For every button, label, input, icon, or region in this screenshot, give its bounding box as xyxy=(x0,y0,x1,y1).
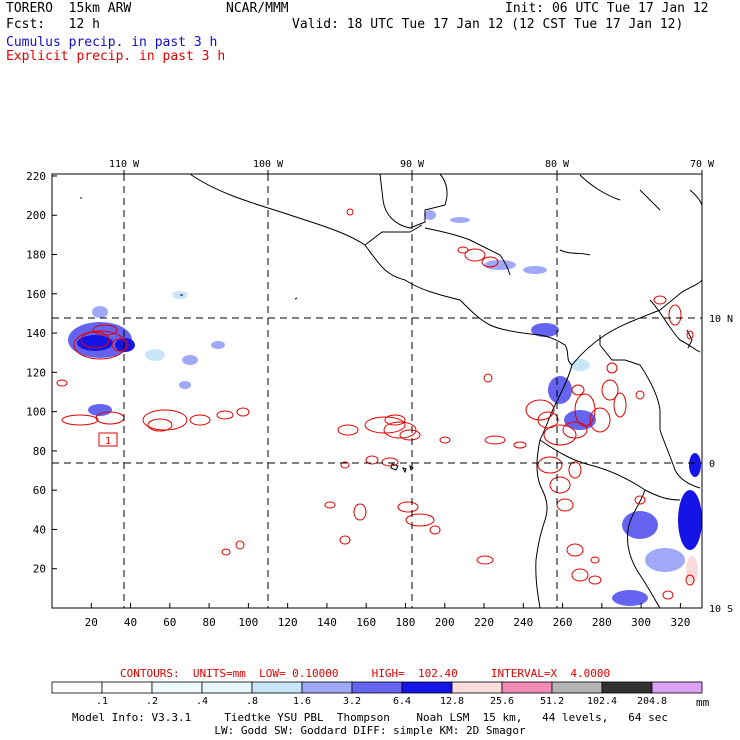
colorbar-label: .2 xyxy=(145,696,159,707)
x-tick-label: 20 xyxy=(85,616,98,629)
colorbar-swatch xyxy=(301,681,353,694)
org-label: NCAR/MMM xyxy=(226,1,289,16)
y-tick-labels: 220 200 180 160 140 120 100 80 60 40 20 xyxy=(26,170,46,576)
colorbar-swatch xyxy=(651,681,703,694)
x-tick-label: 100 xyxy=(238,616,258,629)
map-frame-bg xyxy=(52,174,702,608)
y-tick-label: 60 xyxy=(33,484,46,497)
colorbar-label: .8 xyxy=(245,696,259,707)
lon-label: 90 W xyxy=(400,159,425,170)
field-explicit-label: Explicit precip. in past 3 h xyxy=(6,49,226,64)
colorbar-label: 1.6 xyxy=(292,696,312,707)
init-time: Init: 06 UTC Tue 17 Jan 12 xyxy=(505,1,709,16)
colorbar-swatch xyxy=(351,681,403,694)
colorbar-swatch xyxy=(451,681,503,694)
x-tick-label: 300 xyxy=(631,616,651,629)
contour-info: CONTOURS: UNITS=mm LOW= 0.10000 HIGH= 10… xyxy=(120,667,611,680)
x-tick-label: 140 xyxy=(317,616,337,629)
axis-ticks xyxy=(52,175,681,608)
y-tick-label: 100 xyxy=(26,406,46,419)
colorbar-units: mm xyxy=(696,696,710,709)
colorbar-label: 102.4 xyxy=(586,696,618,707)
colorbar-label: .4 xyxy=(195,696,209,707)
colorbar-swatch xyxy=(601,681,653,694)
lon-label: 100 W xyxy=(253,159,284,170)
y-tick-label: 40 xyxy=(33,523,46,536)
x-tick-label: 280 xyxy=(592,616,612,629)
model-title: TORERO 15km ARW xyxy=(6,1,132,16)
coastlines xyxy=(80,173,703,609)
lat-label: 10 S xyxy=(709,604,733,615)
colorbar-label: 12.8 xyxy=(439,696,465,707)
x-tick-label: 260 xyxy=(553,616,573,629)
valid-time: Valid: 18 UTC Tue 17 Jan 12 (12 CST Tue … xyxy=(292,17,684,32)
lat-label: 10 N xyxy=(709,314,733,325)
colorbar xyxy=(51,681,703,694)
x-tick-label: 80 xyxy=(202,616,215,629)
y-tick-label: 180 xyxy=(26,249,46,262)
map-box-label: 1 xyxy=(105,436,111,447)
colorbar-swatch xyxy=(401,681,453,694)
map-box xyxy=(98,432,118,447)
lon-label: 110 W xyxy=(109,159,140,170)
x-tick-label: 120 xyxy=(278,616,298,629)
y-tick-label: 140 xyxy=(26,327,46,340)
colorbar-label: 204.8 xyxy=(636,696,668,707)
x-tick-label: 240 xyxy=(513,616,533,629)
x-tick-label: 200 xyxy=(435,616,455,629)
colorbar-swatch xyxy=(501,681,553,694)
x-tick-label: 40 xyxy=(124,616,137,629)
x-tick-labels: 20 40 60 80 100 120 140 160 180 200 220 240 260 280 30… xyxy=(85,616,691,629)
footer-model-info: Model Info: V3.3.1 Tiedtke YSU PBL Thomp… xyxy=(71,711,669,724)
lat-label: 0 xyxy=(709,459,715,470)
colorbar-swatch xyxy=(551,681,603,694)
map-frame xyxy=(51,173,703,609)
y-tick-label: 80 xyxy=(33,445,46,458)
footer-physics: LW: Godd SW: Goddard DIFF: simple KM: 2D… xyxy=(214,724,526,737)
x-tick-label: 220 xyxy=(474,616,494,629)
x-tick-label: 320 xyxy=(670,616,690,629)
x-tick-label: 160 xyxy=(356,616,376,629)
field-cumulus-label: Cumulus precip. in past 3 h xyxy=(6,35,218,50)
x-tick-label: 180 xyxy=(396,616,416,629)
colorbar-swatch xyxy=(251,681,303,694)
explicit-precip-contours xyxy=(56,208,695,600)
colorbar-swatch xyxy=(151,681,203,694)
colorbar-label: 3.2 xyxy=(342,696,362,707)
lon-labels: 110 W 100 W 90 W 80 W 70 W xyxy=(109,159,715,174)
y-tick-label: 120 xyxy=(26,366,46,379)
colorbar-label: .1 xyxy=(95,696,109,707)
x-tick-label: 60 xyxy=(163,616,176,629)
y-tick-label: 200 xyxy=(26,209,46,222)
lon-label: 80 W xyxy=(545,159,570,170)
colorbar-swatch xyxy=(101,681,153,694)
colorbar-label: 6.4 xyxy=(392,696,412,707)
colorbar-swatch xyxy=(51,681,103,694)
colorbar-label: 25.6 xyxy=(489,696,515,707)
forecast-hour: Fcst: 12 h xyxy=(6,17,100,32)
colorbar-swatch xyxy=(201,681,253,694)
y-tick-label: 20 xyxy=(33,563,46,576)
y-tick-label: 160 xyxy=(26,288,46,301)
lat-labels: 10 N 0 10 S xyxy=(709,314,733,615)
colorbar-label: 51.2 xyxy=(539,696,565,707)
latlon-grid xyxy=(52,174,702,608)
y-tick-label: 220 xyxy=(26,170,46,183)
lon-label: 70 W xyxy=(690,159,715,170)
